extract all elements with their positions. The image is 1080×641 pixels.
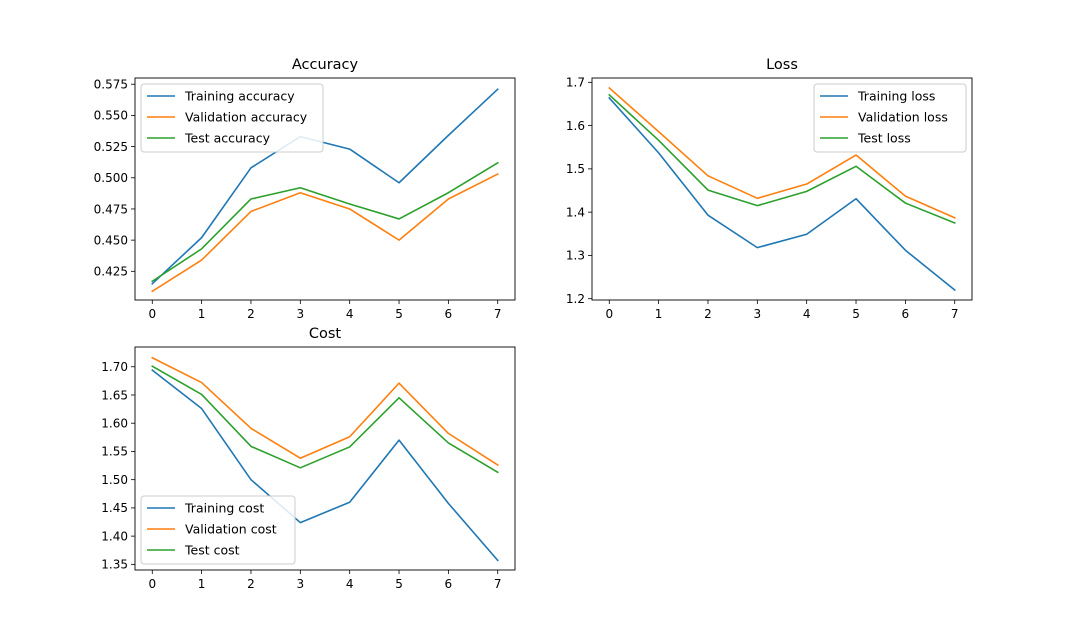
x-tick-label: 4 bbox=[346, 577, 354, 591]
y-tick-label: 1.55 bbox=[101, 445, 128, 459]
legend-label: Training loss bbox=[857, 89, 935, 104]
y-tick-label: 0.550 bbox=[94, 109, 128, 123]
x-tick-label: 2 bbox=[247, 577, 255, 591]
legend-label: Training cost bbox=[184, 501, 264, 516]
x-tick-label: 5 bbox=[852, 307, 860, 321]
legend-label: Validation loss bbox=[858, 110, 948, 125]
chart-3: Cost 0 1 2 3 4 5 6 7 1.35 1.40 1.45 1.50 1.55 1.60 1.65… bbox=[101, 326, 516, 591]
x-tick-label: 2 bbox=[247, 307, 255, 321]
x-tick-label: 1 bbox=[655, 307, 663, 321]
legend-frame bbox=[140, 83, 324, 153]
series-line-1 bbox=[608, 96, 956, 292]
series-line-3 bbox=[151, 161, 499, 283]
x-tick-label: 5 bbox=[395, 307, 403, 321]
axes-frame bbox=[134, 77, 516, 301]
series-line-1 bbox=[151, 88, 499, 285]
series-line-3 bbox=[608, 93, 956, 225]
legend-label: Training accuracy bbox=[184, 89, 295, 104]
x-tick-label: 2 bbox=[704, 307, 712, 321]
y-tick-label: 1.5 bbox=[566, 162, 585, 176]
chart-1: Accuracy 0 1 2 3 4 5 6 7 0.425 0.450 0.475 0.500 0.52… bbox=[94, 57, 516, 321]
chart-title: Cost bbox=[309, 326, 342, 342]
x-tick-label: 5 bbox=[395, 577, 403, 591]
series-line-2 bbox=[151, 356, 499, 467]
y-tick-label: 1.7 bbox=[566, 76, 585, 90]
y-tick-label: 0.575 bbox=[94, 78, 128, 92]
x-tick-label: 3 bbox=[297, 577, 305, 591]
y-tick-label: 1.40 bbox=[101, 529, 128, 543]
y-tick-label: 1.2 bbox=[566, 292, 585, 306]
x-tick-label: 0 bbox=[605, 307, 613, 321]
x-tick-label: 0 bbox=[148, 577, 156, 591]
y-tick-label: 0.425 bbox=[94, 265, 128, 279]
y-tick-label: 1.65 bbox=[101, 388, 128, 402]
x-tick-label: 7 bbox=[951, 307, 959, 321]
y-tick-label: 1.45 bbox=[101, 501, 128, 515]
x-tick-label: 0 bbox=[148, 307, 156, 321]
legend-frame bbox=[813, 83, 967, 153]
chart-title: Accuracy bbox=[292, 57, 359, 73]
x-tick-label: 3 bbox=[297, 307, 305, 321]
legend-frame bbox=[140, 495, 296, 565]
legend-label: Validation accuracy bbox=[185, 110, 308, 125]
series-line-3 bbox=[151, 365, 499, 474]
y-tick-label: 1.35 bbox=[101, 558, 128, 572]
x-tick-label: 4 bbox=[346, 307, 354, 321]
legend-label: Test accuracy bbox=[184, 131, 271, 146]
y-tick-label: 1.4 bbox=[566, 205, 585, 219]
legend: Training accuracy Validation accuracy Test… bbox=[140, 83, 324, 153]
chart-2: Loss 0 1 2 3 4 5 6 7 1.2 1.3 1.4 1.5 1.6 1.7 Training l… bbox=[566, 57, 973, 321]
x-tick-label: 3 bbox=[754, 307, 762, 321]
y-tick-label: 1.70 bbox=[101, 360, 128, 374]
x-tick-label: 1 bbox=[198, 307, 206, 321]
axes-frame bbox=[591, 77, 973, 301]
x-tick-label: 1 bbox=[198, 577, 206, 591]
y-tick-label: 0.450 bbox=[94, 233, 128, 247]
x-tick-label: 7 bbox=[494, 307, 502, 321]
x-tick-label: 6 bbox=[445, 307, 453, 321]
series-line-2 bbox=[608, 86, 956, 219]
x-tick-label: 6 bbox=[902, 307, 910, 321]
y-tick-label: 0.525 bbox=[94, 140, 128, 154]
legend: Training cost Validation cost Test cost bbox=[140, 495, 296, 565]
legend-label: Validation cost bbox=[185, 522, 277, 537]
x-tick-label: 4 bbox=[803, 307, 811, 321]
axes-frame bbox=[134, 346, 516, 571]
chart-title: Loss bbox=[766, 57, 798, 73]
y-tick-label: 1.50 bbox=[101, 473, 128, 487]
series-line-2 bbox=[151, 172, 499, 293]
series-line-1 bbox=[151, 369, 499, 562]
y-tick-label: 1.3 bbox=[566, 249, 585, 263]
y-tick-label: 0.500 bbox=[94, 171, 128, 185]
x-tick-label: 6 bbox=[445, 577, 453, 591]
x-tick-label: 7 bbox=[494, 577, 502, 591]
legend-label: Test loss bbox=[857, 131, 911, 146]
y-tick-label: 1.60 bbox=[101, 417, 128, 431]
y-tick-label: 1.6 bbox=[566, 119, 585, 133]
y-tick-label: 0.475 bbox=[94, 202, 128, 216]
legend: Training loss Validation loss Test loss bbox=[813, 83, 967, 153]
legend-label: Test cost bbox=[184, 543, 240, 558]
